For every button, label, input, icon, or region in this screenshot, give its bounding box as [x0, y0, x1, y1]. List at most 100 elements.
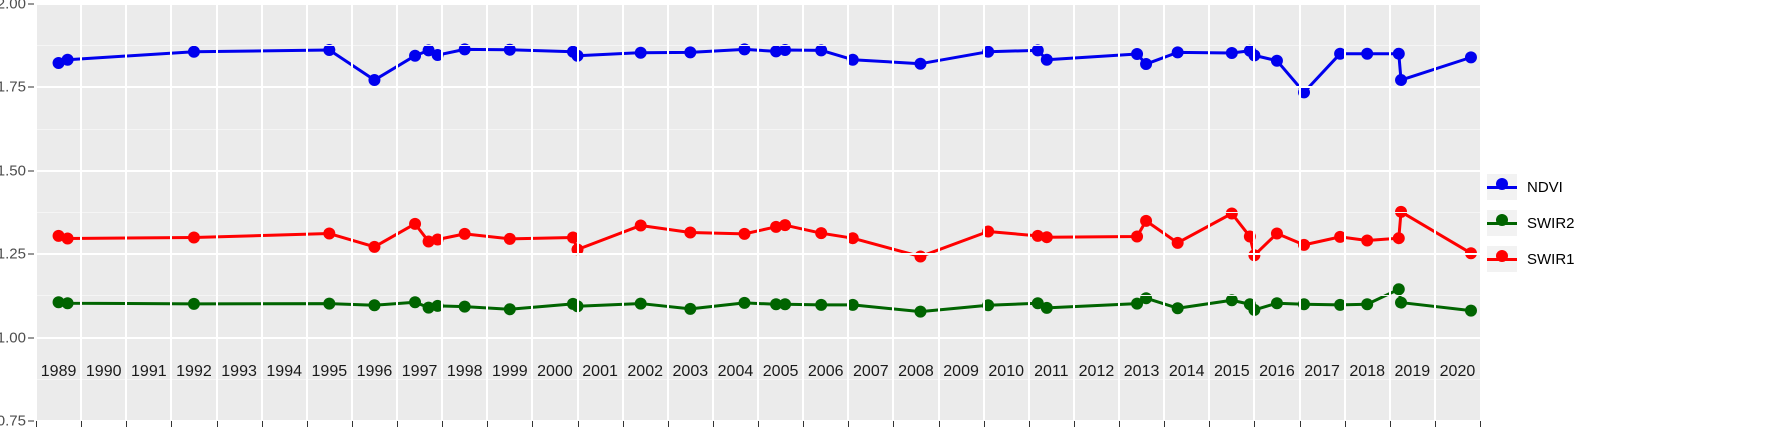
plot-panel: 1989 1990 1991 1992 1993 1994 1995 1996 1997 1998…: [36, 4, 1480, 421]
data-point: [1031, 229, 1044, 242]
gridline-major-vertical: [1433, 4, 1436, 421]
data-point: [458, 43, 471, 56]
gridline-major-vertical: [711, 4, 714, 421]
data-point: [52, 229, 65, 242]
legend-item-label: SWIR2: [1527, 214, 1575, 232]
legend-item-swir2[interactable]: SWIR2: [1487, 210, 1617, 236]
data-point: [1040, 231, 1053, 244]
x-tick-mark: [1345, 421, 1346, 427]
series-swir1: [52, 205, 1477, 263]
y-tick-mark: [28, 86, 34, 88]
data-point: [815, 298, 828, 311]
data-point: [1392, 283, 1405, 296]
legend-item-ndvi[interactable]: NDVI: [1487, 174, 1617, 200]
data-point: [1243, 230, 1256, 243]
y-tick-label: 1.25: [0, 245, 26, 263]
y-tick-label: 1.75: [0, 78, 26, 96]
series-swir2: [52, 283, 1477, 318]
gridline-major-vertical: [576, 4, 579, 421]
x-tick-label: 2011: [1034, 363, 1069, 380]
data-point: [52, 57, 65, 70]
y-tick-label: 1.50: [0, 162, 26, 180]
data-point: [503, 303, 516, 316]
gridline-major-vertical: [1343, 4, 1346, 421]
data-point: [634, 297, 647, 310]
x-axis: [36, 421, 1481, 431]
data-point: [1270, 227, 1283, 240]
x-tick-label: 1997: [401, 363, 438, 380]
x-tick-label: 2000: [537, 363, 573, 380]
gridline-major-vertical: [350, 4, 353, 421]
x-tick-label: 2009: [943, 363, 979, 380]
x-tick-mark: [1254, 421, 1255, 427]
data-point: [187, 45, 200, 58]
data-point: [422, 44, 435, 57]
data-point: [770, 45, 783, 58]
data-point: [914, 57, 927, 70]
x-tick-label: 1996: [356, 363, 393, 380]
data-point: [846, 232, 859, 245]
gridline-major-vertical: [1163, 4, 1166, 421]
x-tick-mark: [1074, 421, 1075, 427]
x-tick-label: 2020: [1439, 363, 1476, 380]
y-axis: 2.00 1.75 1.50 1.25 1.00 0.75: [0, 0, 36, 442]
x-tick-label: 1999: [492, 363, 528, 380]
legend-key-icon: [1487, 246, 1517, 272]
legend: NDVI SWIR2 SWIR1: [1487, 165, 1617, 281]
x-tick-mark: [171, 421, 172, 427]
gridline-major-vertical: [1027, 4, 1030, 421]
x-tick-mark: [126, 421, 127, 427]
data-point: [368, 74, 381, 87]
gridline-major-vertical: [666, 4, 669, 421]
x-tick-mark: [1300, 421, 1301, 427]
data-point: [1140, 214, 1153, 227]
gridline-major-vertical: [80, 4, 83, 421]
x-tick-mark: [36, 421, 37, 427]
data-point: [1031, 44, 1044, 57]
data-point: [982, 45, 995, 58]
legend-key-icon: [1487, 210, 1517, 236]
y-tick-label: 0.75: [0, 412, 26, 430]
data-point: [61, 232, 74, 245]
x-tick-label: 2004: [717, 363, 754, 380]
data-point: [503, 232, 516, 245]
x-tick-mark: [532, 421, 533, 427]
gridline-major-vertical: [1118, 4, 1120, 421]
x-tick-mark: [758, 421, 759, 427]
gridline-major-vertical: [125, 4, 128, 421]
chart-svg: [52, 43, 1477, 318]
gridline-major-vertical: [486, 4, 489, 421]
data-point: [1334, 298, 1347, 311]
gridline-major-vertical: [170, 4, 173, 421]
x-tick-mark: [1209, 421, 1210, 427]
legend-item-swir1[interactable]: SWIR1: [1487, 246, 1617, 272]
gridline-major-vertical: [892, 4, 895, 421]
data-point: [431, 299, 444, 312]
x-tick-label: 1994: [266, 363, 302, 380]
data-point: [1334, 47, 1347, 60]
data-point: [982, 299, 995, 312]
data-point: [422, 235, 435, 248]
x-tick-label: 2014: [1168, 363, 1205, 380]
data-point: [684, 226, 697, 239]
gridline-major-vertical: [1072, 4, 1075, 421]
x-tick-label: 1995: [311, 363, 348, 380]
gridline-major-vertical: [982, 4, 985, 421]
data-point: [61, 297, 74, 310]
x-tick-label: 2002: [627, 363, 663, 380]
gridline-major-vertical: [1298, 4, 1301, 421]
gridline-major-vertical: [802, 4, 805, 421]
data-point: [1464, 304, 1477, 317]
data-point: [458, 300, 471, 313]
data-point: [684, 46, 697, 59]
x-tick-mark: [893, 421, 894, 427]
data-point: [779, 298, 792, 311]
data-point: [1171, 236, 1184, 249]
y-tick-mark: [28, 420, 34, 422]
data-point: [770, 220, 783, 233]
gridline-major-vertical: [757, 4, 759, 421]
data-point: [323, 227, 336, 240]
data-point: [1298, 298, 1311, 311]
data-point: [431, 49, 444, 62]
data-point: [1140, 58, 1153, 71]
